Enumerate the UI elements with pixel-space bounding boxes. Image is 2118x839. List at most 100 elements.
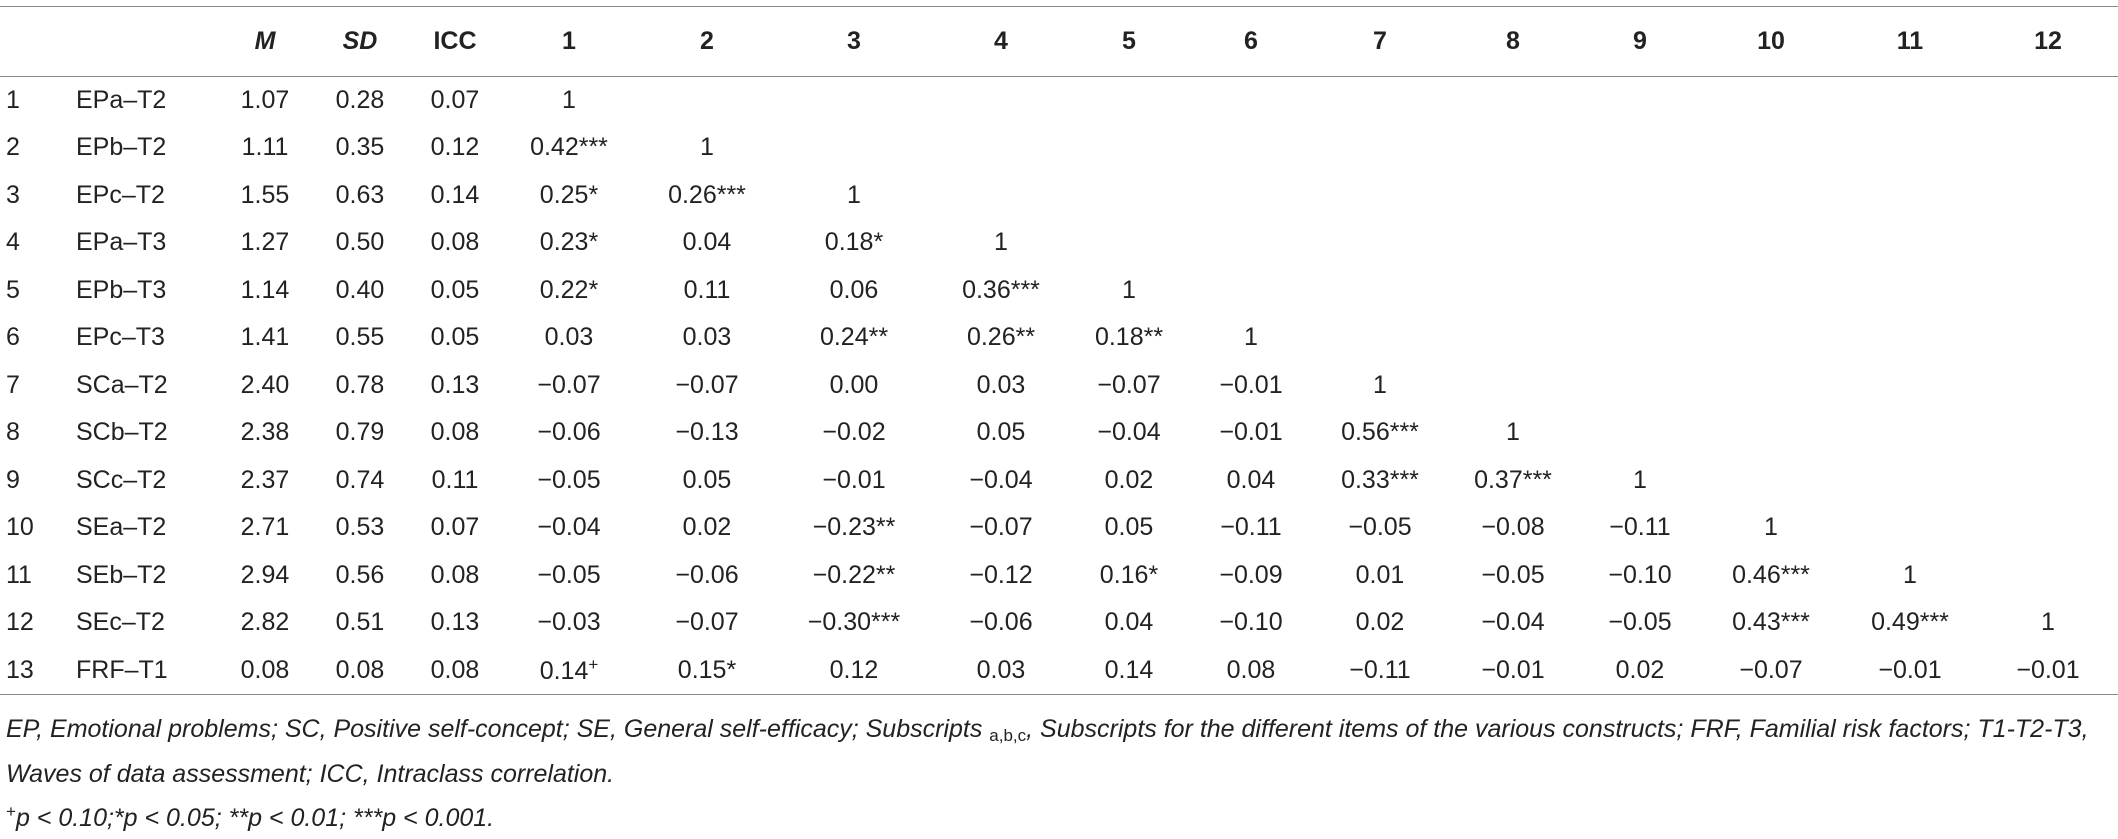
table-cell: 0.13 xyxy=(430,370,480,399)
column-header: M xyxy=(220,6,310,77)
table-cell: 1 xyxy=(1373,370,1387,399)
table-cell: −0.22** xyxy=(812,560,896,589)
plus-marker: + xyxy=(588,654,599,674)
table-cell xyxy=(932,77,1070,125)
table-cell xyxy=(1070,172,1188,220)
table-cell: 0.05 xyxy=(430,275,480,304)
row-label: SCa–T2 xyxy=(76,370,168,399)
table-cell xyxy=(1978,77,2118,125)
table-notes: EP, Emotional problems; SC, Positive sel… xyxy=(6,710,2106,837)
table-cell xyxy=(932,124,1070,172)
table-cell xyxy=(1978,457,2118,505)
table-cell: 0.16* xyxy=(1099,560,1159,589)
row-number: 4 xyxy=(6,228,20,257)
table-cell xyxy=(1842,77,1978,125)
table-cell xyxy=(1070,124,1188,172)
table-cell: −0.06 xyxy=(537,418,601,447)
table-cell: 1 xyxy=(1122,275,1136,304)
column-header: 10 xyxy=(1700,6,1842,77)
table-cell: −0.07 xyxy=(1700,646,1842,695)
table-cell: 0.24** xyxy=(819,323,889,352)
table-cell xyxy=(1446,362,1580,410)
table-cell: 2.38 xyxy=(240,418,290,447)
column-header: 5 xyxy=(1070,6,1188,77)
table-row: 7 SCa–T2 2.40 0.78 0.13 −0.07 −0.07 0.00 0.03 −0.… xyxy=(0,362,2118,410)
table-cell xyxy=(1700,172,1842,220)
row-number: 6 xyxy=(6,323,20,352)
table-cell: 1 xyxy=(562,86,576,114)
table-cell: 0.56 xyxy=(335,560,385,589)
table-header-row: M SD ICC 1 2 3 4 5 6 7 8 9 10 11 12 xyxy=(0,6,2118,77)
table-cell: 0.50 xyxy=(335,228,385,257)
table-cell: 0.49*** xyxy=(1871,608,1949,637)
table-cell xyxy=(1978,219,2118,267)
table-cell xyxy=(1700,314,1842,362)
column-header: 11 xyxy=(1842,6,1978,77)
table-cell xyxy=(776,77,932,125)
column-header: 3 xyxy=(776,6,932,77)
table-cell: 0.08 xyxy=(410,646,500,695)
table-cell xyxy=(1700,77,1842,125)
table-cell: −0.23** xyxy=(812,513,896,542)
table-cell: 0.42*** xyxy=(530,133,608,162)
column-header: 6 xyxy=(1188,6,1314,77)
table-cell: 0.02 xyxy=(1104,465,1154,494)
table-cell: 0.11 xyxy=(683,275,731,304)
column-header: 1 xyxy=(500,6,638,77)
table-cell: 0.05 xyxy=(682,465,732,494)
table-cell: 0.03 xyxy=(976,370,1026,399)
table-cell: 1.07 xyxy=(240,86,290,114)
row-label: SEa–T2 xyxy=(76,513,167,542)
table-cell: −0.13 xyxy=(675,418,739,447)
table-cell xyxy=(1188,77,1314,125)
table-cell xyxy=(1842,314,1978,362)
column-header: SD xyxy=(310,6,410,77)
table-cell: −0.06 xyxy=(675,560,739,589)
table-cell: −0.01 xyxy=(1842,646,1978,695)
table-cell xyxy=(1978,124,2118,172)
table-cell: 0.18** xyxy=(1094,323,1164,352)
table-cell xyxy=(1580,409,1700,457)
table-cell: 0.46*** xyxy=(1732,560,1810,589)
table-cell: 1 xyxy=(1903,560,1917,589)
table-cell: 1 xyxy=(994,228,1008,257)
table-cell: 0.07 xyxy=(430,513,480,542)
table-cell: 0.79 xyxy=(335,418,385,447)
table-cell: 0.14 xyxy=(1070,646,1188,695)
row-label: EPc–T2 xyxy=(76,180,165,209)
table-cell xyxy=(776,124,932,172)
row-number: 9 xyxy=(6,465,20,494)
table-cell: 0.05 xyxy=(976,418,1026,447)
table-cell: 0.14 xyxy=(430,180,480,209)
table-cell: −0.30*** xyxy=(807,608,901,637)
table-cell xyxy=(1314,219,1446,267)
column-header: 2 xyxy=(638,6,776,77)
table-cell xyxy=(1700,267,1842,315)
table-cell: 0.05 xyxy=(1104,513,1154,542)
table-cell: 0.08 xyxy=(310,646,410,695)
table-cell: 0.03 xyxy=(682,323,732,352)
table-cell: −0.01 xyxy=(1219,370,1283,399)
row-label: FRF–T1 xyxy=(70,646,220,695)
column-header: 12 xyxy=(1978,6,2118,77)
table-row: 1 EPa–T2 1.07 0.28 0.07 1 xyxy=(0,77,2118,125)
row-number: 11 xyxy=(6,560,32,589)
column-header xyxy=(0,6,70,77)
table-cell xyxy=(1446,314,1580,362)
table-cell xyxy=(1842,362,1978,410)
table-cell: 0.37*** xyxy=(1474,465,1552,494)
table-cell: 0.40 xyxy=(335,275,385,304)
table-cell: 0.08 xyxy=(430,560,480,589)
table-cell: 0.22* xyxy=(539,275,599,304)
column-header xyxy=(70,6,220,77)
table-cell xyxy=(1700,219,1842,267)
table-cell: −0.07 xyxy=(675,370,739,399)
table-row: 2 EPb–T2 1.11 0.35 0.12 0.42*** 1 xyxy=(0,124,2118,172)
table-cell xyxy=(1188,124,1314,172)
table-row: 9 SCc–T2 2.37 0.74 0.11 −0.05 0.05 −0.01 −0.04 0.… xyxy=(0,457,2118,505)
table-cell: −0.01 xyxy=(822,465,886,494)
table-cell: 0.12 xyxy=(776,646,932,695)
table-cell xyxy=(1842,409,1978,457)
abbreviation-note: EP, Emotional problems; SC, Positive sel… xyxy=(6,715,2089,788)
